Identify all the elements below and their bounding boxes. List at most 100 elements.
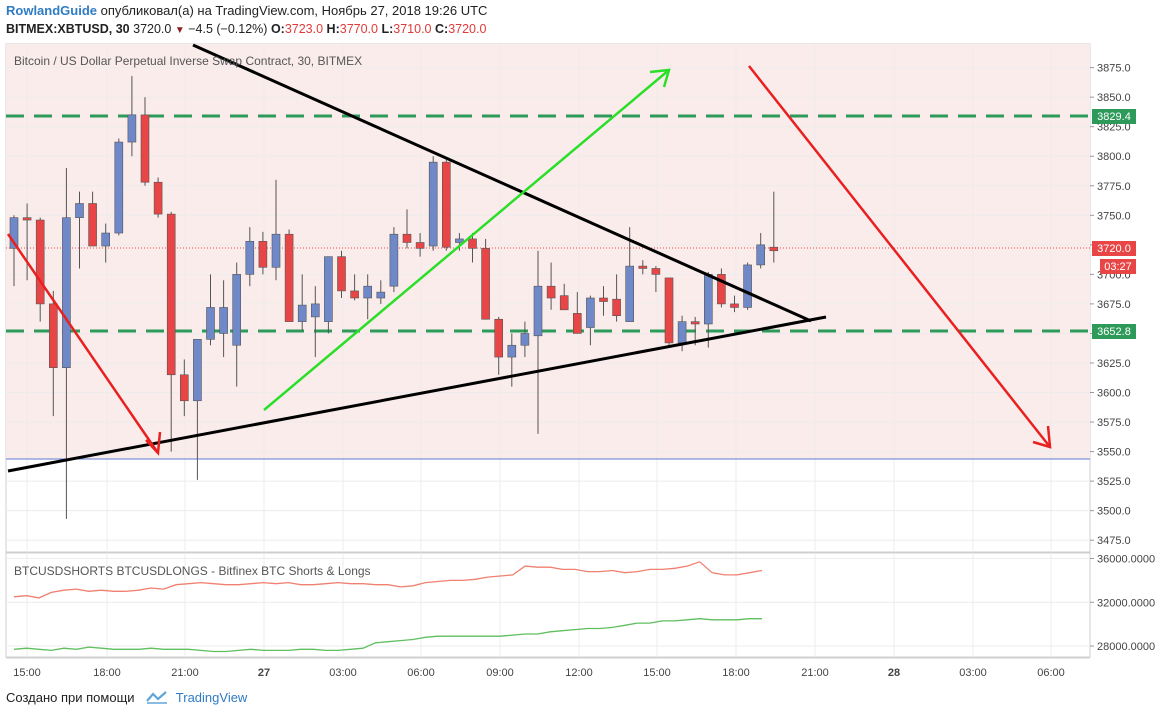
price-tick-label: 3775.0 [1097, 181, 1131, 193]
time-tick-label: 21:00 [801, 667, 829, 679]
open-label: O: [270, 22, 285, 36]
candle [9, 215, 19, 287]
time-tick-label: 03:00 [959, 667, 987, 679]
time-tick-label: 12:00 [565, 667, 593, 679]
countdown-label: 03:27 [1100, 259, 1136, 274]
svg-text:3720.0: 3720.0 [1097, 243, 1131, 255]
trendline-upper[interactable] [192, 43, 812, 323]
price-tick-label: 3475.0 [1097, 535, 1131, 547]
candle [232, 262, 241, 387]
time-tick-label: 21:00 [171, 667, 199, 679]
time-tick-label: 09:00 [486, 667, 514, 679]
candle [35, 217, 45, 322]
indicator-title: BTCUSDSHORTS BTCUSDLONGS - Bitfinex BTC … [14, 564, 371, 578]
candle [599, 286, 608, 316]
candle [337, 250, 346, 298]
candle [193, 339, 202, 480]
indicator-tick-label: 36000.0000 [1097, 553, 1155, 565]
candle [625, 227, 635, 322]
price-tick-label: 3575.0 [1097, 417, 1131, 429]
price-tick-label: 3525.0 [1097, 476, 1131, 488]
candle [507, 333, 517, 387]
price-tick-label: 3500.0 [1097, 506, 1131, 518]
down-triangle-icon: ▼ [174, 25, 185, 36]
tradingview-link[interactable]: TradingView [175, 690, 248, 705]
ohlc-line: BITMEX:XBTUSD, 30 3720.0 ▼ −4.5 (−0.12%)… [6, 22, 486, 36]
indicator-tick-label: 28000.0000 [1097, 641, 1155, 653]
change-value: −4.5 (−0.12%) [188, 22, 268, 36]
candle [389, 227, 399, 293]
longs-series-line [13, 618, 762, 653]
candle [219, 280, 228, 358]
footer: Создано при помощи TradingView [6, 690, 247, 707]
close-label: C: [435, 22, 449, 36]
candle [572, 292, 582, 334]
candle [651, 266, 661, 293]
candle [586, 295, 595, 346]
candle [717, 268, 726, 308]
candle [455, 233, 464, 251]
tradingview-logo-icon[interactable] [146, 690, 168, 707]
author-link[interactable]: RowlandGuide [6, 3, 97, 18]
price-tick-label: 3675.0 [1097, 299, 1131, 311]
price-tick-label: 3850.0 [1097, 92, 1131, 104]
publish-line: RowlandGuide опубликовал(а) на TradingVi… [6, 3, 487, 18]
candle [743, 262, 752, 310]
horizontal-gridlines [6, 67, 1090, 541]
time-tick-label: 03:00 [329, 667, 357, 679]
price-label-lower: 3652.8 [1092, 324, 1136, 339]
price-tick-label: 3625.0 [1097, 358, 1131, 370]
indicator-horizontal-gridlines [6, 557, 1090, 647]
time-tick-label: 15:00 [643, 667, 671, 679]
candles [9, 75, 779, 519]
time-tick-label: 28 [888, 667, 900, 679]
trendline-lower[interactable] [7, 315, 827, 473]
candle [284, 229, 294, 322]
candle [140, 97, 150, 186]
time-tick-label: 18:00 [722, 667, 750, 679]
indicator-pane[interactable] [5, 552, 1091, 658]
candle [546, 262, 556, 310]
candle [441, 159, 451, 251]
time-axis[interactable]: 15:00 18:00 21:00 27 03:00 06:00 09:00 12:00 15:… [13, 667, 1065, 679]
indicator-axis[interactable]: 36000.0000 32000.0000 28000.0000 [1090, 553, 1155, 653]
price-tick-label: 3800.0 [1097, 151, 1131, 163]
candle [363, 274, 373, 320]
time-tick-label: 27 [258, 667, 270, 679]
candle [769, 191, 779, 263]
open-value: 3723.0 [284, 22, 324, 36]
candle [75, 191, 84, 269]
low-value: 3710.0 [393, 22, 432, 36]
created-with-text: Создано при помощи [6, 690, 135, 705]
low-label: L: [381, 22, 394, 36]
arrow-green[interactable] [263, 68, 671, 411]
candle [756, 233, 766, 269]
candle [310, 286, 320, 358]
candle [664, 277, 674, 348]
time-tick-label: 06:00 [1037, 667, 1065, 679]
candle [101, 223, 110, 263]
candle [612, 274, 621, 322]
arrow-red-left[interactable] [6, 233, 162, 456]
candle [376, 280, 386, 304]
candle [271, 179, 281, 281]
candle [494, 316, 504, 375]
high-value: 3770.0 [339, 22, 378, 36]
svg-text:03:27: 03:27 [1104, 261, 1132, 273]
candle [402, 209, 412, 249]
candle [533, 250, 543, 434]
published-text: опубликовал(а) на TradingView.com, Ноябр… [100, 3, 488, 18]
price-axis[interactable]: 3875.03850.03825.03800.03775.03750.03725… [1090, 63, 1131, 548]
candle [127, 75, 137, 157]
candle [206, 274, 215, 346]
candle [638, 260, 648, 275]
candle [245, 227, 255, 287]
arrow-red-right[interactable] [748, 65, 1052, 449]
symbol-label: BITMEX:XBTUSD, 30 [6, 22, 130, 36]
time-tick-label: 06:00 [407, 667, 435, 679]
candle [153, 177, 163, 218]
candle [114, 138, 124, 236]
svg-text:3829.4: 3829.4 [1097, 111, 1131, 123]
candle [166, 211, 176, 452]
